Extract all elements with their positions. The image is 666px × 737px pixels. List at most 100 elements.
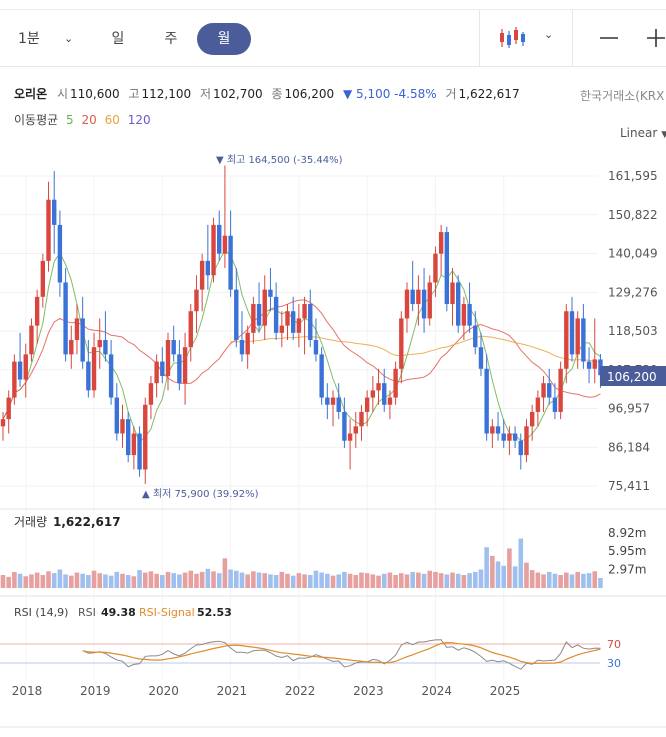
candle-body [256,304,262,326]
candle-body [325,397,330,405]
candle-body [290,311,296,333]
volume-bar [142,572,148,588]
rsi-level-70: 70 [607,638,621,651]
current-price-tag: 106,200 [600,366,666,386]
close-value: 106,200 [284,87,335,101]
candlestick-icon[interactable] [498,26,528,50]
candle-body [450,282,455,305]
minus-icon[interactable] [598,24,622,52]
candle-body [194,289,199,312]
volume-bar [97,573,103,588]
volume-bar [336,574,342,588]
candle-body [353,426,358,434]
candle-body [46,199,51,261]
volume-label: 거 [445,87,457,101]
min-price-annotation: ▲ 최저 75,900 (39.92%) [142,488,259,500]
volume-bar [353,575,359,588]
volume-bar [569,574,575,588]
volume-bar [438,573,444,588]
volume-bar [188,570,194,588]
chart-type-chevron-down-icon[interactable]: ⌄ [544,28,554,41]
volume-bar [387,572,393,588]
volume-bar [416,572,421,588]
volume-bar [137,570,142,588]
timeframe-day-tab[interactable]: 일 [111,31,125,47]
candle-body [262,289,267,326]
candle-body [456,282,461,326]
candle-body [552,397,558,412]
candle-body [421,289,427,319]
volume-bar [307,575,313,588]
volume-bar [313,570,319,588]
change-value: ▼ 5,100 -4.58% [342,87,437,101]
candle-body [444,232,450,305]
timeframe-week-tab[interactable]: 주 [164,31,178,47]
volume-bar [342,571,347,588]
scale-mode-label: Linear [620,126,658,140]
volume-bar [575,571,580,588]
volume-bar [444,574,450,588]
volume-title: 거래량 [14,515,47,529]
rsi-level-30: 30 [607,657,621,670]
volume-bar [239,572,245,588]
volume-bar [6,576,11,588]
candle-body [160,361,165,376]
candle-body [57,224,63,283]
volume-bar [290,575,296,588]
volume-bar [23,576,29,588]
price-tick-label: 129,276 [608,285,658,299]
volume-bar [211,571,216,588]
volume-bar [330,575,336,588]
candle-body [416,289,421,305]
candle-body [239,340,245,355]
volume-bar [40,575,46,588]
candle-body [336,397,341,412]
volume-bar [296,573,302,588]
candle-body [518,440,523,456]
moving-average-legend[interactable]: 이동평균 5 20 60 120 [14,111,155,128]
ma-5: 5 [66,113,74,127]
candle-body [478,347,484,369]
candle-body [205,260,211,276]
volume-bar [216,573,222,588]
scale-mode-select[interactable]: Linear ▼ [620,126,666,140]
volume-bar [108,575,114,588]
plus-icon[interactable] [645,24,666,52]
year-tick-label: 2024 [421,684,452,698]
volume-bar [541,574,546,588]
price-tick-label: 140,049 [608,247,658,261]
volume-panel: 거래량 1,622,617 8.92m 5.95m 2.97m [0,508,666,588]
candle-body [12,361,17,398]
moving-average-lines [2,249,601,444]
candle-body [308,304,313,341]
candle-body [23,354,28,380]
candle-body [177,354,182,384]
low-value: 102,700 [213,87,263,101]
timeframe-month-tab[interactable]: 월 [197,23,251,55]
volume-bar [376,575,381,588]
price-tick-label: 75,411 [608,479,650,493]
candle-body [575,318,580,355]
timeframe-minute-select[interactable]: 1분 ⌄ [18,23,80,55]
chart-grid [0,175,598,680]
candle-body [268,289,273,297]
toolbar-separator [479,10,480,66]
candle-body [524,426,529,456]
candle-body [313,340,319,355]
volume-bar [507,548,512,588]
volume-bar [251,571,256,588]
volume-bar [564,572,569,588]
year-tick-label: 2022 [285,684,316,698]
volume-bar [410,571,415,588]
candle-body [63,282,68,355]
volume-bar [171,573,176,588]
candle-body [40,260,46,297]
candle-body [484,368,489,434]
rsi-signal-label: RSI-Signal [139,606,195,619]
price-tick-label: 150,822 [608,208,658,222]
candle-body [564,311,569,369]
candle-body [359,411,364,427]
candle-body [558,368,563,412]
volume-bar [598,577,603,588]
